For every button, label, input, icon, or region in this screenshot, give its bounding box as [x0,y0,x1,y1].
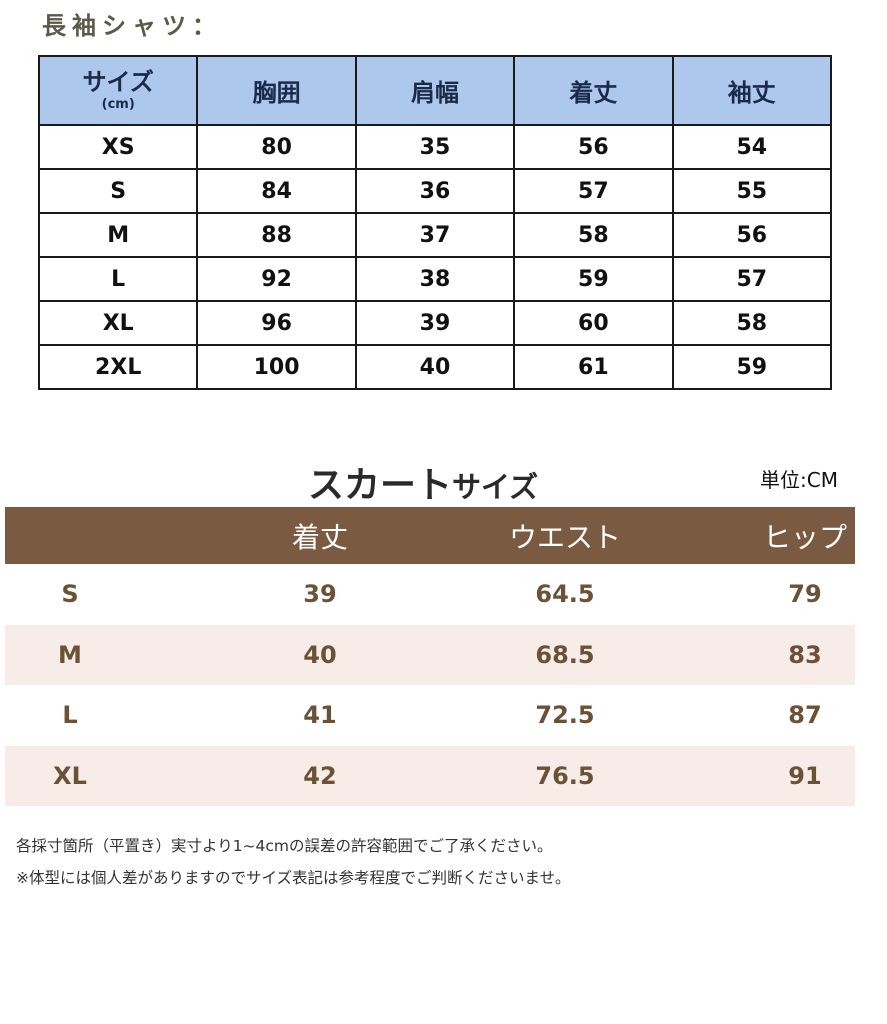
shirt-cell-size: XL [37,300,199,346]
note-measurement-tolerance: 各採寸箇所（平置き）実寸より1~4cmの誤差の許容範囲でご了承ください。 [16,837,553,855]
shirt-cell-shoulder: 40 [354,344,516,390]
shirt-cell-chest: 88 [196,212,357,258]
shirt-cell-sleeve: 59 [671,344,833,390]
skirt-cell-size: XL [53,761,87,790]
shirt-header-chest: 胸囲 [196,55,357,126]
shirt-cell-size: 2XL [37,344,199,390]
shirt-cell-chest: 100 [196,344,357,390]
skirt-cell-hip: 91 [788,761,822,790]
skirt-row-s: S 39 64.5 79 [5,564,855,625]
skirt-row-m: M 40 68.5 83 [5,624,855,685]
skirt-cell-hip: 79 [788,580,822,609]
skirt-cell-length: 42 [303,761,337,790]
shirt-row-xl: XL 96 39 60 58 [37,300,833,346]
skirt-cell-hip: 83 [788,640,822,669]
notes: 各採寸箇所（平置き）実寸より1~4cmの誤差の許容範囲でご了承ください。 ※体型… [16,830,571,894]
skirt-cell-waist: 76.5 [535,761,595,790]
shirt-cell-sleeve: 54 [671,124,833,170]
unit-label: 単位:CM [760,468,838,492]
shirt-cell-sleeve: 56 [671,212,833,258]
shirt-header-row: サイズ (cm) 胸囲 肩幅 着丈 袖丈 [37,55,833,126]
skirt-cell-length: 41 [303,701,337,730]
shirt-cell-length: 60 [513,300,674,346]
shirt-cell-length: 61 [513,344,674,390]
shirt-cell-length: 57 [513,168,674,214]
shirt-cell-size: XS [37,124,199,170]
skirt-cell-size: M [58,640,82,669]
skirt-header-size [5,507,135,564]
shirt-header-shoulder: 肩幅 [354,55,516,126]
shirt-cell-size: S [37,168,199,214]
skirt-cell-size: L [62,701,78,730]
skirt-cell-size: S [61,580,79,609]
note-body-type: ※体型には個人差がありますのでサイズ表記は参考程度でご判断くださいませ。 [16,869,571,887]
shirt-row-m: M 88 37 58 56 [37,212,833,258]
skirt-row-l: L 41 72.5 87 [5,685,855,746]
shirt-cell-chest: 96 [196,300,357,346]
shirt-cell-shoulder: 35 [354,124,516,170]
shirt-header-unit: (cm) [101,96,135,112]
shirt-row-l: L 92 38 59 57 [37,256,833,302]
shirt-cell-size: L [37,256,199,302]
shirt-cell-sleeve: 58 [671,300,833,346]
shirt-row-s: S 84 36 57 55 [37,168,833,214]
skirt-size-table: 着丈 ウエスト ヒップ S 39 64.5 79 M 40 68.5 83 L … [5,507,855,806]
shirt-cell-shoulder: 37 [354,212,516,258]
shirt-cell-chest: 92 [196,256,357,302]
shirt-cell-chest: 84 [196,168,357,214]
skirt-header-hip: ヒップ [762,520,847,554]
skirt-cell-hip: 87 [788,701,822,730]
skirt-title-main: スカート [308,465,453,506]
skirt-cell-waist: 72.5 [535,701,595,730]
shirt-row-xs: XS 80 35 56 54 [37,124,833,170]
shirt-cell-shoulder: 38 [354,256,516,302]
skirt-header-row: 着丈 ウエスト ヒップ [5,507,855,564]
skirt-header-waist: ウエスト [508,520,621,554]
shirt-row-2xl: 2XL 100 40 61 59 [37,344,833,390]
shirt-section-title: 長袖シャツ： [42,12,222,40]
shirt-header-size-label: サイズ [82,67,154,96]
skirt-cell-waist: 64.5 [535,580,595,609]
shirt-cell-length: 59 [513,256,674,302]
shirt-header-length: 着丈 [513,55,674,126]
shirt-cell-shoulder: 36 [354,168,516,214]
shirt-cell-shoulder: 39 [354,300,516,346]
skirt-title-sub: サイズ [452,470,539,504]
skirt-header-length: 着丈 [291,520,348,554]
shirt-cell-length: 58 [513,212,674,258]
skirt-row-xl: XL 42 76.5 91 [5,745,855,806]
shirt-cell-chest: 80 [196,124,357,170]
shirt-header-sleeve: 袖丈 [671,55,833,126]
shirt-size-table: サイズ (cm) 胸囲 肩幅 着丈 袖丈 XS 80 35 56 54 S 84… [37,55,833,390]
skirt-cell-waist: 68.5 [535,640,595,669]
shirt-cell-sleeve: 55 [671,168,833,214]
shirt-cell-size: M [37,212,199,258]
shirt-header-size: サイズ (cm) [37,55,199,126]
shirt-cell-length: 56 [513,124,674,170]
skirt-cell-length: 39 [303,580,337,609]
skirt-section-title: スカートサイズ [308,456,538,508]
skirt-cell-length: 40 [303,640,337,669]
shirt-cell-sleeve: 57 [671,256,833,302]
